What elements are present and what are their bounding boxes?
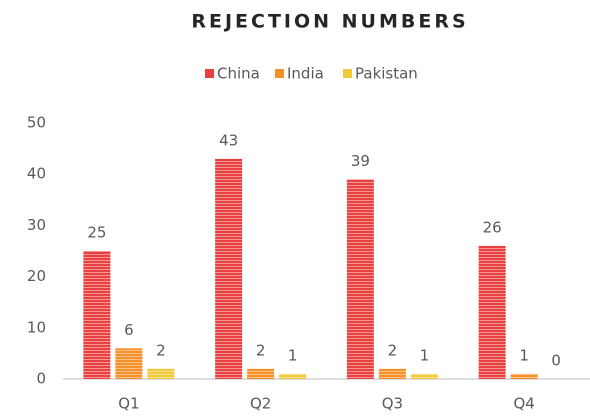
data-label: 6 [124, 321, 134, 339]
legend-swatch [343, 69, 352, 78]
bar [279, 373, 307, 379]
bar [83, 251, 111, 379]
data-label: 1 [288, 346, 298, 364]
data-label: 26 [483, 218, 502, 236]
y-tick-label: 40 [27, 165, 46, 183]
data-label: 43 [219, 131, 238, 149]
data-label: 25 [87, 224, 106, 242]
data-label: 1 [519, 346, 529, 364]
bar [410, 373, 438, 379]
legend-label: Pakistan [355, 65, 418, 83]
legend-swatch [205, 69, 214, 78]
data-label: 0 [551, 352, 561, 370]
y-tick-label: 10 [27, 318, 46, 336]
x-tick-label: Q1 [118, 395, 139, 413]
bar [115, 348, 143, 379]
bar [346, 179, 374, 379]
data-label: 2 [156, 341, 166, 359]
bar [215, 158, 243, 379]
x-tick-label: Q2 [250, 395, 271, 413]
bar [378, 368, 406, 379]
legend-label: China [217, 65, 260, 83]
data-label: 1 [420, 346, 430, 364]
legend-swatch [275, 69, 284, 78]
x-tick-label: Q3 [382, 395, 403, 413]
bar [478, 245, 506, 379]
data-label: 39 [351, 152, 370, 170]
y-tick-label: 20 [27, 267, 46, 285]
bar [147, 368, 175, 379]
bar [510, 373, 538, 379]
x-tick-label: Q4 [513, 395, 534, 413]
data-label: 2 [256, 341, 266, 359]
y-tick-label: 0 [36, 370, 46, 388]
chart-title: REJECTION NUMBERS [191, 11, 468, 33]
bar [247, 368, 275, 379]
legend-label: India [287, 65, 324, 83]
y-tick-label: 50 [27, 114, 46, 132]
y-tick-label: 30 [27, 216, 46, 234]
data-label: 2 [388, 341, 398, 359]
